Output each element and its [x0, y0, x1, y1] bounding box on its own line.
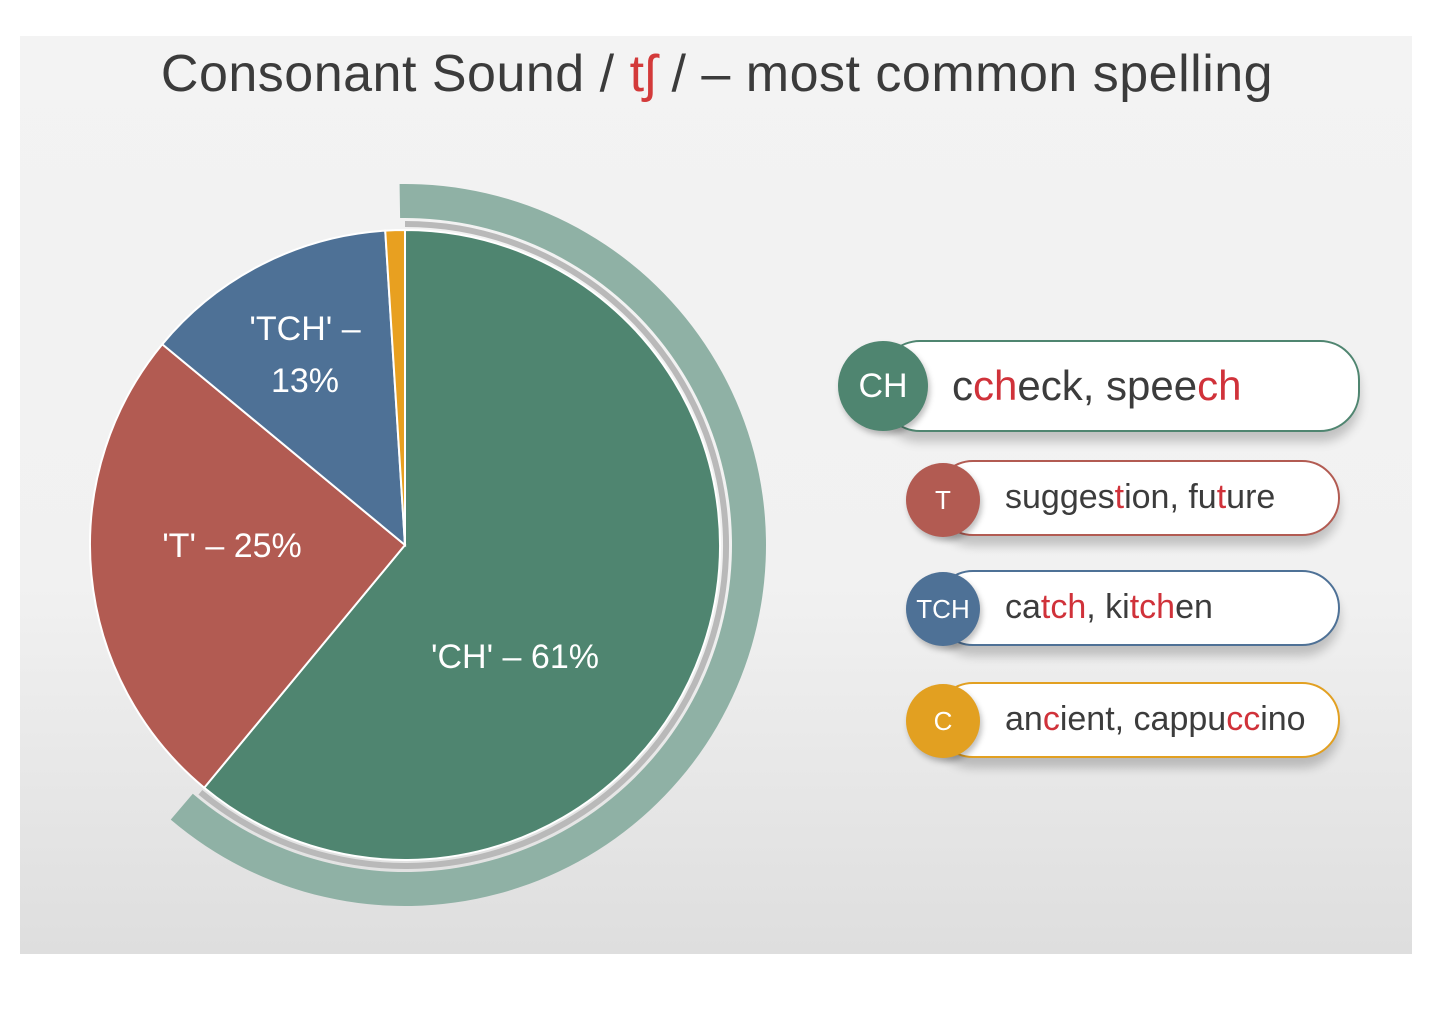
highlighted-letters: cc [1226, 700, 1261, 739]
highlighted-letters: t [1114, 478, 1125, 517]
word-text: en [1175, 588, 1213, 627]
slice-tch [160, 229, 407, 548]
slice-t [89, 342, 407, 790]
slice-ch [202, 228, 721, 861]
legend-badge-c: C [906, 684, 980, 758]
slice-tch-label: 'TCH' –13% [249, 310, 360, 400]
slice-t-label: 'T' – 25% [162, 527, 302, 565]
highlighted-letters: tch [1129, 588, 1176, 627]
highlighted-letters: ch [1197, 361, 1242, 409]
word-text: sugges [1005, 478, 1115, 517]
legend-words-c: ancient, cappuccino [1005, 700, 1306, 739]
highlight-ring [170, 184, 766, 907]
legend-words-ch: ccheck, speech [952, 362, 1242, 410]
word-text: ca [1005, 588, 1041, 627]
legend-badge-tch: TCH [906, 572, 980, 646]
title-after: / – most common spelling [656, 45, 1274, 103]
highlighted-letters: ch [973, 361, 1018, 409]
word-text: ion, fu [1124, 478, 1217, 517]
word-text: , ki [1086, 588, 1130, 627]
word-text: an [1005, 700, 1043, 739]
word-text: eck, spee [1017, 361, 1198, 409]
word-text: c [952, 361, 973, 409]
legend-words-tch: catch, kitchen [1005, 588, 1213, 627]
slice-ch-label: 'CH' – 61% [431, 638, 599, 676]
word-text: ino [1260, 700, 1306, 739]
highlighted-letters: c [1042, 700, 1060, 739]
legend-badge-t: T [906, 463, 980, 537]
chart-title: Consonant Sound / tʃ / – most common spe… [0, 44, 1434, 104]
legend-pill-ch [880, 340, 1360, 432]
highlighted-letters: tch [1040, 588, 1087, 627]
title-ipa-symbol: tʃ [629, 45, 657, 103]
legend-badge-ch: CH [838, 341, 928, 431]
word-text: ient, cappu [1059, 700, 1227, 739]
legend-pill-c [935, 682, 1340, 758]
legend-words-t: suggestion, future [1005, 478, 1275, 517]
word-text: ure [1226, 478, 1276, 517]
title-before: Consonant Sound / [160, 45, 630, 103]
highlight-shadow [198, 221, 729, 869]
legend-pill-t [935, 460, 1340, 536]
highlighted-letters: t [1216, 478, 1227, 517]
legend-pill-tch [935, 570, 1340, 646]
slice-c [384, 228, 406, 546]
